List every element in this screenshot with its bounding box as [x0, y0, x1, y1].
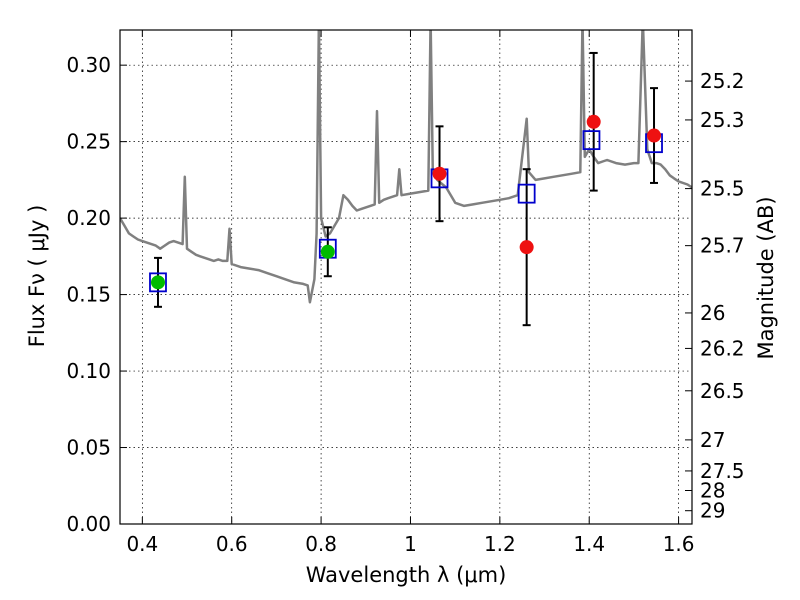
x-tick-label: 1	[404, 532, 417, 556]
x-axis-ticks: 0.4 0.6 0.8 1 1.2 1.4 1.6	[126, 30, 695, 556]
right-tick-label: 26	[700, 301, 725, 325]
y-tick-label: 0.25	[66, 130, 111, 154]
right-tick-label: 26.5	[700, 379, 745, 403]
data-points	[150, 114, 662, 290]
y-tick-label: 0.00	[66, 512, 111, 536]
right-tick-label: 25.7	[700, 234, 745, 258]
right-tick-label: 25.3	[700, 108, 745, 132]
right-axis-label: Magnitude (AB)	[754, 196, 778, 359]
right-tick-label: 28	[700, 479, 725, 503]
red-point	[432, 166, 447, 181]
y-tick-label: 0.05	[66, 436, 111, 460]
y-tick-label: 0.10	[66, 359, 111, 383]
x-axis-label: Wavelength λ (μm)	[306, 563, 507, 587]
y-axis-label: Flux Fν ( μJy )	[25, 205, 49, 348]
x-tick-label: 0.6	[216, 532, 248, 556]
right-tick-label: 27	[700, 428, 725, 452]
y-axis-ticks: 0.00 0.05 0.10 0.15 0.20 0.25 0.30	[66, 53, 127, 536]
x-tick-label: 1.6	[663, 532, 695, 556]
right-tick-label: 25.2	[700, 69, 745, 93]
right-tick-label: 25.5	[700, 177, 745, 201]
red-point	[519, 240, 534, 255]
right-tick-label: 26.2	[700, 336, 745, 360]
grid	[120, 30, 692, 525]
green-point	[150, 275, 165, 290]
y-tick-label: 0.20	[66, 206, 111, 230]
sed-line	[120, 30, 692, 304]
model-box	[149, 272, 167, 293]
x-tick-label: 1.4	[573, 532, 605, 556]
green-point	[320, 244, 335, 259]
red-point	[586, 114, 601, 129]
x-tick-label: 0.8	[305, 532, 337, 556]
x-tick-label: 0.4	[126, 532, 158, 556]
x-tick-label: 1.2	[484, 532, 516, 556]
y-tick-label: 0.30	[66, 53, 111, 77]
right-tick-label: 29	[700, 499, 725, 523]
red-point	[647, 128, 662, 143]
model-box	[517, 183, 536, 204]
right-tick-label: 27.5	[700, 459, 745, 483]
y-tick-label: 0.15	[66, 283, 111, 307]
plot-frame	[119, 29, 693, 525]
sed-spectrum	[120, 30, 692, 304]
model-box	[582, 130, 601, 151]
